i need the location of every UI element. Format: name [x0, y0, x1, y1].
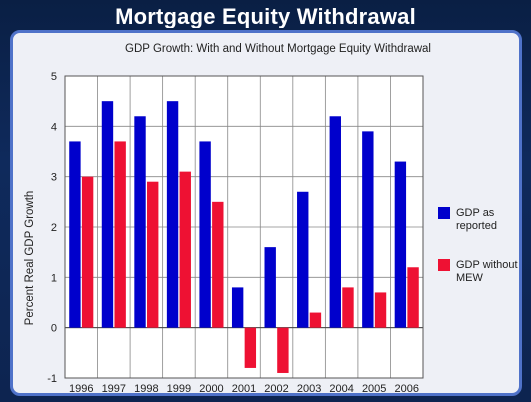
legend-label-gdp-reported: GDP as reported	[456, 207, 497, 232]
bar-gdp-reported	[69, 141, 81, 328]
bar-gdp-reported	[264, 247, 276, 328]
y-tick-label: 2	[51, 222, 57, 234]
bar-gdp-reported	[199, 141, 211, 328]
bar-gdp-without-mew	[309, 312, 322, 328]
bar-gdp-without-mew	[342, 287, 354, 328]
slide-title: Mortgage Equity Withdrawal	[115, 4, 416, 28]
y-tick-label: 5	[51, 71, 57, 83]
bar-gdp-reported	[329, 116, 341, 328]
bar-gdp-without-mew	[374, 292, 387, 328]
bar-gdp-without-mew	[277, 327, 289, 373]
bar-gdp-reported	[297, 191, 309, 328]
x-tick-label: 2005	[362, 383, 386, 395]
x-tick-label: 2002	[264, 383, 288, 395]
x-tick-label: 1999	[167, 383, 191, 395]
x-tick-label: 1998	[134, 383, 158, 395]
bar-gdp-reported	[166, 101, 179, 328]
y-tick-label: 4	[51, 121, 57, 133]
bar-gdp-without-mew	[244, 327, 257, 368]
plot-area: -1 0 1 2 3 4 5 1996 1997 1998 1999 2000 2001 2002 2003…	[47, 71, 424, 395]
bar-gdp-without-mew	[147, 181, 159, 328]
x-tick-label: 2006	[394, 383, 418, 395]
y-tick-label: 0	[51, 323, 57, 335]
legend: GDP as reported GDP without MEW	[438, 207, 518, 284]
bar-gdp-without-mew	[179, 171, 191, 328]
bar-gdp-reported	[134, 116, 146, 328]
x-tick-label: 1997	[102, 383, 126, 395]
bar-gdp-without-mew	[407, 267, 419, 328]
chart-title: GDP Growth: With and Without Mortgage Eq…	[125, 43, 431, 55]
bar-gdp-without-mew	[212, 201, 224, 328]
y-tick-label: 3	[51, 172, 57, 184]
bar-gdp-without-mew	[81, 176, 94, 328]
plot-border	[64, 75, 424, 379]
y-tick-label: 1	[51, 272, 57, 284]
bar-gdp-reported	[231, 287, 244, 328]
x-tick-label: 2001	[232, 383, 256, 395]
bar-gdp-without-mew	[114, 141, 126, 328]
y-axis-label: Percent Real GDP Growth	[24, 191, 36, 326]
y-tick-label: -1	[47, 373, 57, 385]
legend-swatch-gdp-reported	[438, 207, 450, 219]
bar-gdp-reported	[394, 161, 407, 328]
x-tick-label: 2003	[297, 383, 321, 395]
legend-label-gdp-without-mew: GDP without MEW	[456, 259, 518, 284]
x-tick-label: 1996	[69, 383, 93, 395]
bar-gdp-reported	[362, 131, 374, 328]
legend-swatch-gdp-without-mew	[438, 259, 450, 271]
x-tick-label: 2000	[199, 383, 223, 395]
bar-gdp-reported	[101, 101, 114, 328]
x-tick-label: 2004	[329, 383, 353, 395]
